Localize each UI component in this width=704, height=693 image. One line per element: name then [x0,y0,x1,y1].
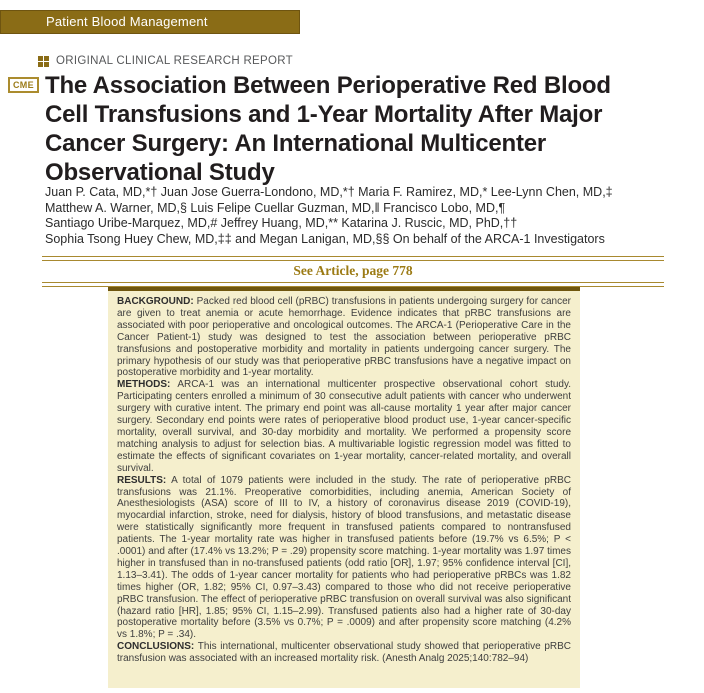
abstract-results-text: A total of 1079 patients were included i… [117,474,572,641]
title-line: Cell Transfusions and 1-Year Mortality A… [45,101,603,128]
top-rule [42,256,664,261]
series-banner-label: Patient Blood Management [46,14,208,29]
abstract-results: RESULTS: A total of 1079 patients were i… [117,475,571,642]
abstract-background: BACKGROUND: Packed red blood cell (pRBC)… [117,296,571,379]
title-line: The Association Between Perioperative Re… [45,72,611,99]
abstract-conclusions-label: CONCLUSIONS: [117,641,195,653]
author-list: Juan P. Cata, MD,*† Juan Jose Guerra-Lon… [45,185,690,247]
article-type-label: ORIGINAL CLINICAL RESEARCH REPORT [56,55,293,67]
see-article-link[interactable]: See Article, page 778 [293,263,413,278]
author-line: Matthew A. Warner, MD,§ Luis Felipe Cuel… [45,200,506,215]
abstract-box: BACKGROUND: Packed red blood cell (pRBC)… [108,287,580,688]
author-line: Sophia Tsong Huey Chew, MD,‡‡ and Megan … [45,231,605,246]
abstract-conclusions: CONCLUSIONS: This international, multice… [117,641,571,665]
bottom-rule [42,282,664,287]
abstract-conclusions-text: This international, multicenter observat… [117,641,571,665]
article-type-kicker: ORIGINAL CLINICAL RESEARCH REPORT [38,55,293,67]
grid-icon [38,55,49,67]
author-line: Santiago Uribe-Marquez, MD,# Jeffrey Hua… [45,216,518,230]
abstract-methods-label: METHODS: [117,379,171,391]
abstract-background-text: Packed red blood cell (pRBC) transfusion… [117,296,571,379]
article-title: The Association Between Perioperative Re… [45,71,685,187]
author-line: Juan P. Cata, MD,*† Juan Jose Guerra-Lon… [45,185,613,199]
abstract-background-label: BACKGROUND: [117,296,194,307]
title-line: Observational Study [45,159,275,186]
abstract-results-label: RESULTS: [117,474,167,486]
abstract-methods-text: ARCA-1 was an international multicenter … [117,379,572,474]
series-banner: Patient Blood Management [0,10,300,34]
abstract-methods: METHODS: ARCA-1 was an international mul… [117,379,571,474]
title-line: Cancer Surgery: An International Multice… [45,130,547,157]
see-article-band: See Article, page 778 [42,256,664,287]
cme-badge[interactable]: CME [8,77,39,93]
